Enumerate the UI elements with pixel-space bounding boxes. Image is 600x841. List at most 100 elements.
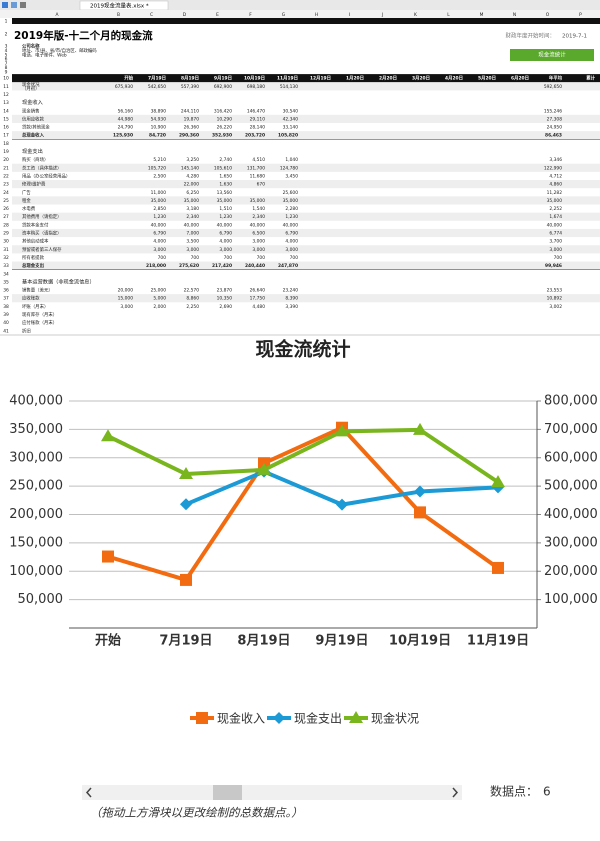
cell: 4,000 xyxy=(285,239,298,245)
row-band xyxy=(12,228,600,238)
row-label: 信用应收款 xyxy=(22,115,45,122)
cell: 316,420 xyxy=(214,108,232,114)
row-label: 电话、电子邮件、Web xyxy=(22,51,67,58)
slider-track[interactable] xyxy=(82,785,462,800)
cell: 700 xyxy=(224,255,233,261)
column-header: 开始 xyxy=(124,75,133,82)
cell: 8,390 xyxy=(285,296,298,302)
cell: 54,930 xyxy=(151,116,167,122)
row-label: 预留或者第三人保存 xyxy=(22,246,62,253)
row-label: 总现金收入 xyxy=(22,132,45,139)
cell: 352,930 xyxy=(212,133,232,139)
print-icon[interactable] xyxy=(20,2,26,8)
row-number: 38 xyxy=(3,304,9,310)
cell: 1,650 xyxy=(219,173,232,179)
cell: 105,610 xyxy=(214,165,232,171)
cell: 11,680 xyxy=(250,173,266,179)
cell: 3,000 xyxy=(549,247,562,253)
cell: 155,246 xyxy=(544,108,562,114)
row-number: 33 xyxy=(3,263,9,269)
cell: 3,500 xyxy=(186,239,199,245)
row-label: 贷款本金支付 xyxy=(22,221,49,228)
marker xyxy=(101,429,115,442)
row-label: 应付账款（月末） xyxy=(22,319,57,326)
cell: 700 xyxy=(257,255,266,261)
cell: 4,712 xyxy=(549,173,562,179)
cell: 35,000 xyxy=(184,198,200,204)
legend-label: 现金状况 xyxy=(371,711,419,726)
chart-button-label[interactable]: 现金流统计 xyxy=(538,51,566,59)
tab-title[interactable]: 2019现金流量表.xlsx * xyxy=(90,2,149,10)
cell: 6,790 xyxy=(285,231,298,237)
cell: 6,250 xyxy=(186,190,199,196)
y-tick-label: 150,000 xyxy=(9,535,63,550)
cell: 4,480 xyxy=(252,304,265,310)
cell: 24,790 xyxy=(118,125,134,131)
chart-button[interactable] xyxy=(510,49,594,61)
cell: 240,440 xyxy=(245,263,265,269)
cell: 4,860 xyxy=(549,182,562,188)
column-header: 6月20日 xyxy=(511,75,529,82)
row-number: 2 xyxy=(5,32,8,38)
row-label: 广告 xyxy=(22,189,31,196)
cell: 23,870 xyxy=(217,288,233,294)
row-number: 15 xyxy=(3,116,9,122)
cell: 35,000 xyxy=(547,198,563,204)
row-label: 基本运营数据（非现金流信息） xyxy=(22,277,95,285)
row-number: 9 xyxy=(5,69,8,75)
cell: 1,510 xyxy=(219,206,232,212)
row-number: 17 xyxy=(3,133,9,139)
cell: 1,230 xyxy=(219,214,232,220)
row-number: 22 xyxy=(3,173,9,179)
fiscal-year-value: 2019-7-1 xyxy=(562,34,587,40)
row-number: 3 xyxy=(5,44,8,50)
slider-thumb[interactable] xyxy=(213,785,242,800)
column-header-bar xyxy=(0,10,600,18)
y2-tick-label: 300,000 xyxy=(544,535,598,550)
row-band xyxy=(12,82,600,91)
row-band xyxy=(12,163,600,172)
column-letter: M xyxy=(480,12,484,18)
cell: 17,750 xyxy=(250,296,266,302)
row-label: 贷款/其他现金 xyxy=(22,124,50,131)
cell: 3,000 xyxy=(120,304,133,310)
cell: 2,850 xyxy=(153,206,166,212)
cell: 4,510 xyxy=(252,157,265,163)
y2-tick-label: 700,000 xyxy=(544,422,598,437)
column-header: 年平均 xyxy=(549,75,563,82)
x-tick-label: 开始 xyxy=(95,633,121,649)
cell: 244,110 xyxy=(181,108,199,114)
cell: 10,900 xyxy=(151,125,167,131)
row-number: 11 xyxy=(3,84,9,90)
slider-right-arrow[interactable] xyxy=(452,787,459,798)
column-letter: H xyxy=(315,12,318,18)
column-letter: G xyxy=(282,12,286,18)
row-label: 现有库存（月末） xyxy=(22,311,57,318)
marker xyxy=(336,498,348,511)
column-letter: A xyxy=(55,12,58,18)
points-label: 数据点： xyxy=(490,784,538,799)
row-band xyxy=(12,180,600,189)
cell: 1,630 xyxy=(219,182,232,188)
row-number: 20 xyxy=(3,157,9,163)
fiscal-year-label: 财政年度开始时间： xyxy=(505,32,555,40)
cell: 1,040 xyxy=(285,157,298,163)
row-number: 7 xyxy=(5,61,8,67)
y-tick-label: 100,000 xyxy=(9,564,63,579)
row-label: 应收账款 xyxy=(22,295,40,302)
slider-left-arrow[interactable] xyxy=(85,787,92,798)
cell: 2,690 xyxy=(219,304,232,310)
row-label: 所有者提款 xyxy=(22,254,45,261)
open-icon[interactable] xyxy=(11,2,17,8)
cell: 26,640 xyxy=(250,288,266,294)
cell: 56,160 xyxy=(118,108,134,114)
row-label: 坏账（月末） xyxy=(22,303,48,310)
cell: 40,000 xyxy=(184,222,200,228)
save-icon[interactable] xyxy=(2,2,8,8)
column-header: 12月19日 xyxy=(310,75,331,82)
chart: 50,000 100,000 150,000 200,000 250,000 300,00… xyxy=(9,394,598,726)
row-number: 16 xyxy=(3,125,9,131)
x-tick-label: 10月19日 xyxy=(389,634,451,649)
